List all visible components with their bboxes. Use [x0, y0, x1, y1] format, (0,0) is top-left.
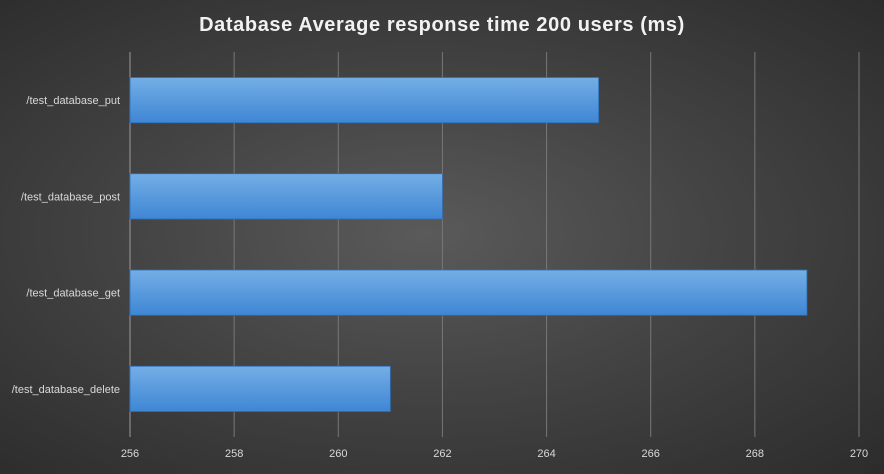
- y-tick-label: /test_database_put: [26, 95, 120, 107]
- y-tick-label: /test_database_delete: [12, 384, 120, 396]
- bar: [129, 173, 443, 220]
- x-tick-label: 268: [746, 448, 764, 460]
- bar: [129, 269, 808, 316]
- bar-layer: [129, 77, 808, 412]
- x-tick-layer: 256 258 260 262 264 266 268 270: [121, 448, 868, 460]
- bar: [129, 77, 600, 124]
- x-tick-label: 270: [850, 448, 868, 460]
- chart-title: Database Average response time 200 users…: [199, 14, 685, 36]
- x-tick-label: 260: [329, 448, 347, 460]
- x-tick-label: 266: [642, 448, 660, 460]
- bar: [129, 365, 391, 412]
- x-tick-label: 262: [433, 448, 451, 460]
- y-tick-layer: /test_database_put/test_database_post/te…: [12, 95, 120, 396]
- x-tick-label: 264: [537, 448, 555, 460]
- y-tick-label: /test_database_get: [26, 288, 120, 300]
- x-tick-label: 256: [121, 448, 139, 460]
- y-tick-label: /test_database_post: [21, 191, 120, 203]
- x-tick-label: 258: [225, 448, 243, 460]
